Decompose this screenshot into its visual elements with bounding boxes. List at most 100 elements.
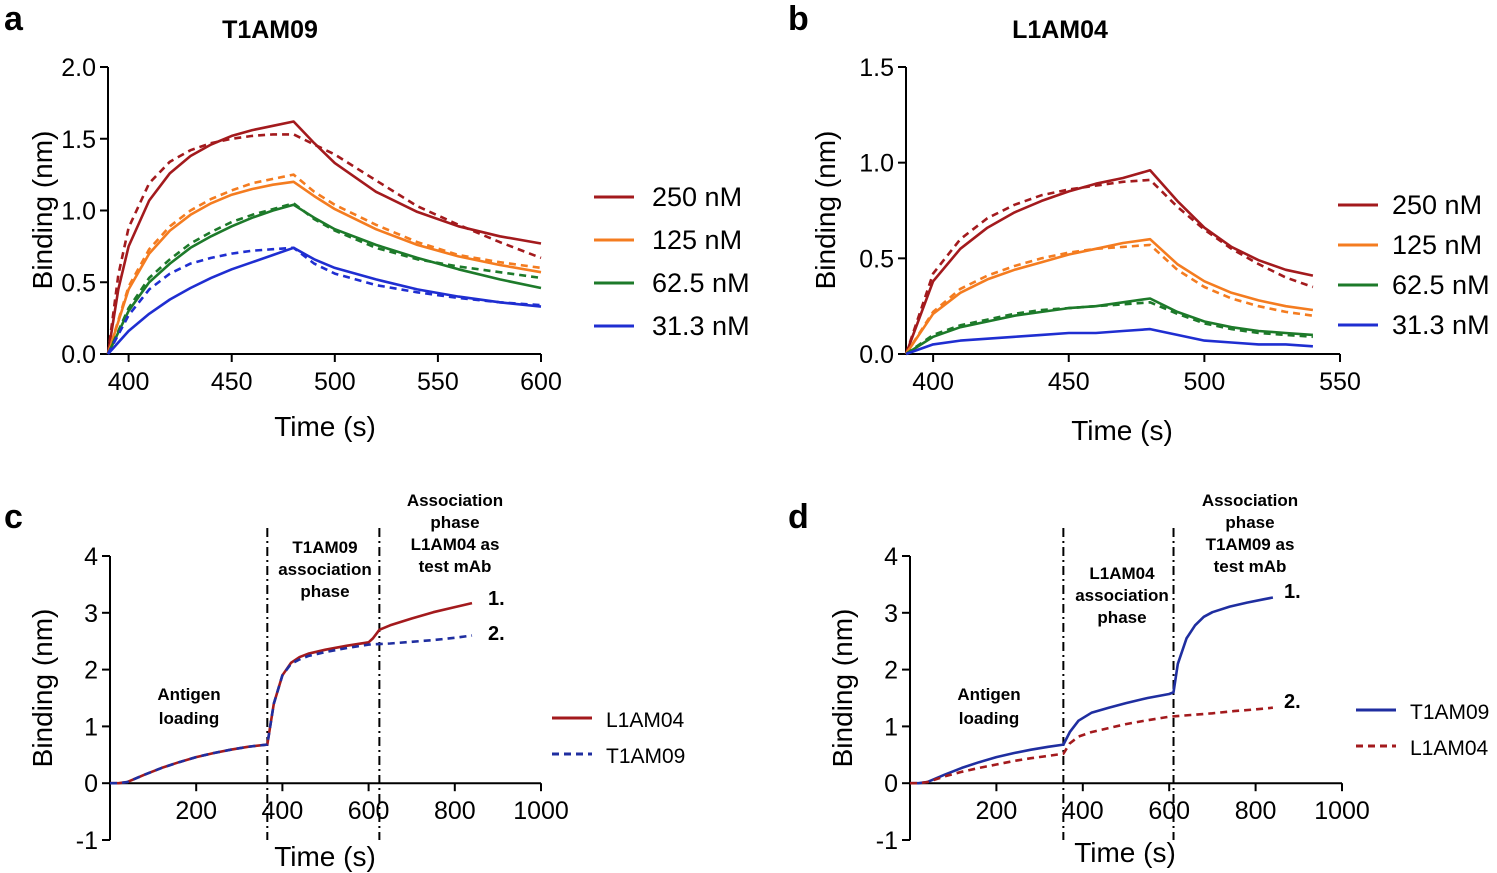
x-tick-label: 400 xyxy=(912,368,954,396)
annotation-text: loading xyxy=(959,709,1019,728)
x-tick-label: 200 xyxy=(175,797,217,825)
y-tick-label: 0.5 xyxy=(859,245,894,273)
x-tick-label: 600 xyxy=(1148,797,1190,825)
x-tick-label: 400 xyxy=(1062,797,1104,825)
x-axis-label: Time (s) xyxy=(1071,415,1173,446)
x-tick-label: 450 xyxy=(1048,368,1090,396)
annotation-text: phase xyxy=(430,513,479,532)
x-tick-label: 400 xyxy=(108,368,150,396)
y-tick-label: 2 xyxy=(884,657,898,685)
series-line xyxy=(106,202,542,355)
x-tick-label: 400 xyxy=(262,797,304,825)
series-line xyxy=(110,634,473,785)
y-tick-label: 0 xyxy=(884,770,898,798)
y-tick-label: 3 xyxy=(884,600,898,628)
x-axis-label: Time (s) xyxy=(274,841,376,872)
y-tick-label: 1.5 xyxy=(859,54,894,82)
y-tick-label: 4 xyxy=(884,543,898,571)
series-line xyxy=(106,133,542,355)
y-axis-label: Binding (nm) xyxy=(27,609,58,768)
series-line xyxy=(106,180,542,355)
series-line xyxy=(910,596,1274,785)
x-tick-label: 500 xyxy=(1184,368,1226,396)
legend-label: T1AM09 xyxy=(606,745,685,768)
annotation-text: association xyxy=(1075,586,1169,605)
curve-label: 1. xyxy=(488,588,505,610)
panel-letter: a xyxy=(4,0,24,38)
y-tick-label: 0.5 xyxy=(61,269,96,297)
series-line xyxy=(905,327,1313,356)
annotation-text: Antigen xyxy=(157,685,220,704)
legend-label: 31.3 nM xyxy=(1392,310,1490,340)
legend-label: 62.5 nM xyxy=(652,268,750,298)
series-line xyxy=(106,173,542,355)
panel-letter: b xyxy=(788,0,809,38)
x-tick-label: 550 xyxy=(417,368,459,396)
series-line xyxy=(905,297,1313,356)
x-tick-label: 500 xyxy=(314,368,356,396)
series-line xyxy=(904,243,1314,355)
x-tick-label: 800 xyxy=(1235,797,1277,825)
annotation-text: L1AM04 as xyxy=(411,535,500,554)
y-tick-label: 1.5 xyxy=(61,126,96,154)
chart-title: L1AM04 xyxy=(1012,16,1108,44)
x-axis-label: Time (s) xyxy=(1074,837,1176,868)
y-tick-label: 2 xyxy=(84,657,98,685)
y-tick-label: 0 xyxy=(84,770,98,798)
legend-label: L1AM04 xyxy=(606,709,685,732)
x-axis-label: Time (s) xyxy=(274,411,376,442)
panel-a: a T1AM09 0.0 0.5 1.0 1.5 2.0 400 450 500 550 600 Bin… xyxy=(4,0,750,442)
annotation-text: T1AM09 as xyxy=(1206,535,1295,554)
panel-c: c -1 0 1 2 3 4 200 400 600 800 1000 Binding (nm) Time… xyxy=(4,491,685,872)
legend-label: 31.3 nM xyxy=(652,311,750,341)
y-axis-label: Binding (nm) xyxy=(810,131,841,290)
x-tick-label: 600 xyxy=(520,368,562,396)
x-tick-label: 200 xyxy=(976,797,1018,825)
x-tick-label: 550 xyxy=(1319,368,1361,396)
y-tick-label: 1.0 xyxy=(61,198,96,226)
y-tick-label: 1.0 xyxy=(859,150,894,178)
curve-label: 2. xyxy=(1284,691,1301,713)
x-tick-label: 1000 xyxy=(1314,797,1370,825)
legend-label: 125 nM xyxy=(652,225,742,255)
series-line xyxy=(905,301,1313,356)
annotation-text: Association xyxy=(407,491,503,510)
panel-letter: d xyxy=(788,498,809,536)
series-line xyxy=(107,246,542,355)
series-line xyxy=(904,169,1314,355)
series-line xyxy=(904,178,1314,355)
y-tick-label: -1 xyxy=(76,827,98,855)
series-line xyxy=(106,246,542,355)
y-axis-label: Binding (nm) xyxy=(27,131,58,290)
annotation-text: phase xyxy=(300,582,349,601)
y-tick-label: 0.0 xyxy=(859,341,894,369)
curve-label: 2. xyxy=(488,623,505,645)
annotation-text: association xyxy=(278,560,372,579)
legend-label: 62.5 nM xyxy=(1392,270,1490,300)
y-tick-label: 0.0 xyxy=(61,341,96,369)
series-line xyxy=(904,237,1314,355)
curve-label: 1. xyxy=(1284,581,1301,603)
annotation-text: T1AM09 xyxy=(292,538,357,557)
y-axis-label: Binding (nm) xyxy=(827,609,858,768)
y-tick-label: 1 xyxy=(84,713,98,741)
annotation-text: L1AM04 xyxy=(1089,564,1155,583)
annotation-text: test mAb xyxy=(1214,557,1287,576)
x-tick-label: 450 xyxy=(211,368,253,396)
annotation-text: test mAb xyxy=(419,557,492,576)
annotation-text: phase xyxy=(1225,513,1274,532)
annotation-text: loading xyxy=(159,709,219,728)
legend-label: 250 nM xyxy=(1392,190,1482,220)
series-line xyxy=(106,120,542,355)
series-line xyxy=(910,706,1274,785)
y-tick-label: 2.0 xyxy=(61,54,96,82)
annotation-text: Association xyxy=(1202,491,1298,510)
y-tick-label: 1 xyxy=(884,713,898,741)
annotation-text: phase xyxy=(1097,608,1146,627)
y-tick-label: 4 xyxy=(84,543,98,571)
annotation-text: Antigen xyxy=(957,685,1020,704)
panel-letter: c xyxy=(4,498,23,536)
x-tick-label: 600 xyxy=(348,797,390,825)
legend-label: T1AM09 xyxy=(1410,701,1489,724)
